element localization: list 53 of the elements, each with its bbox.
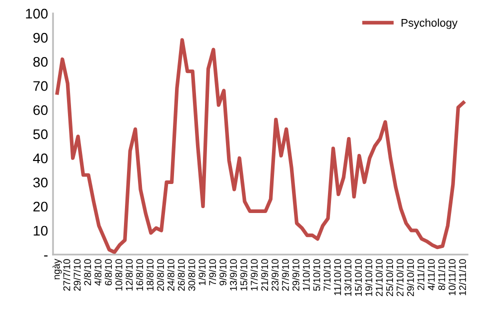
x-tick-label: 27/7/10 — [63, 259, 70, 291]
x-tick-label: 24/8/10 — [167, 259, 174, 291]
x-tick-label: 25/10/10 — [386, 259, 394, 296]
x-tick-label: 13/9/10 — [230, 259, 237, 290]
y-tick-label: 70 — [33, 81, 48, 91]
x-tick-label: 8/11/10 — [438, 259, 446, 290]
x-tick-label: 7/10/10 — [323, 259, 331, 291]
y-tick-label: 100 — [26, 8, 48, 19]
x-tick-label: 11/10/10 — [334, 259, 342, 296]
x-tick-label: 1/10/10 — [302, 259, 310, 290]
x-tick-label: 21/10/10 — [376, 259, 383, 296]
x-tick-label: 21/9/10 — [260, 259, 268, 291]
x-tick-label: 16/8/10 — [136, 259, 144, 290]
y-tick-label: 20 — [33, 202, 48, 212]
x-tick-label: 26/8/10 — [178, 259, 185, 291]
x-tick-label: 15/9/10 — [240, 259, 248, 290]
x-tick-label: 2/8/10 — [84, 259, 92, 286]
x-tick-label: 29/7/10 — [73, 259, 81, 291]
x-tick-label: 29/9/10 — [292, 259, 300, 291]
x-tick-label: ngày — [52, 258, 62, 280]
x-tick-label: 13/10/10 — [344, 259, 352, 296]
x-tick-label: 7/9/10 — [208, 259, 216, 286]
x-tick-label: 4/11/10 — [428, 259, 435, 290]
x-tick-label: 4/8/10 — [94, 259, 102, 286]
x-tick-label: 6/8/10 — [104, 259, 112, 286]
x-tick-label: 12/11/10 — [458, 259, 466, 296]
y-tick-label: 50 — [33, 129, 48, 140]
x-tick-label: 19/10/10 — [365, 259, 372, 296]
y-tick-label: 40 — [33, 153, 48, 164]
x-tick-label: 9/9/10 — [219, 259, 226, 286]
x-tick-label: 30/8/10 — [188, 259, 196, 291]
x-tick-label: 10/11/10 — [448, 259, 456, 296]
x-tick-label: 27/9/10 — [282, 259, 289, 291]
y-tick-label: 10 — [34, 226, 48, 236]
y-tick-label: 30 — [33, 178, 48, 188]
y-tick-label: - — [44, 255, 48, 256]
x-tick-label: 23/9/10 — [271, 259, 279, 291]
y-tick-label: 60 — [33, 105, 48, 116]
x-tick-label: 2/11/10 — [417, 259, 424, 290]
x-tick-label: 15/10/10 — [354, 259, 362, 296]
legend-label: Psychology — [402, 18, 458, 29]
y-tick-label: 90 — [33, 32, 48, 43]
x-tick-label: 10/8/10 — [115, 259, 122, 290]
x-tick-label: 12/8/10 — [126, 259, 133, 290]
x-tick-label: 27/10/10 — [396, 259, 404, 296]
y-tick-label: 80 — [33, 56, 48, 67]
x-tick-label: 18/8/10 — [146, 259, 154, 290]
x-tick-label: 5/10/10 — [313, 259, 320, 291]
x-tick-label: 1/9/10 — [198, 259, 206, 286]
x-tick-label: 20/8/10 — [156, 259, 164, 291]
x-tick-label: 17/9/10 — [250, 259, 258, 290]
line-series — [55, 38, 466, 254]
x-tick-label: 29/10/10 — [406, 259, 414, 296]
